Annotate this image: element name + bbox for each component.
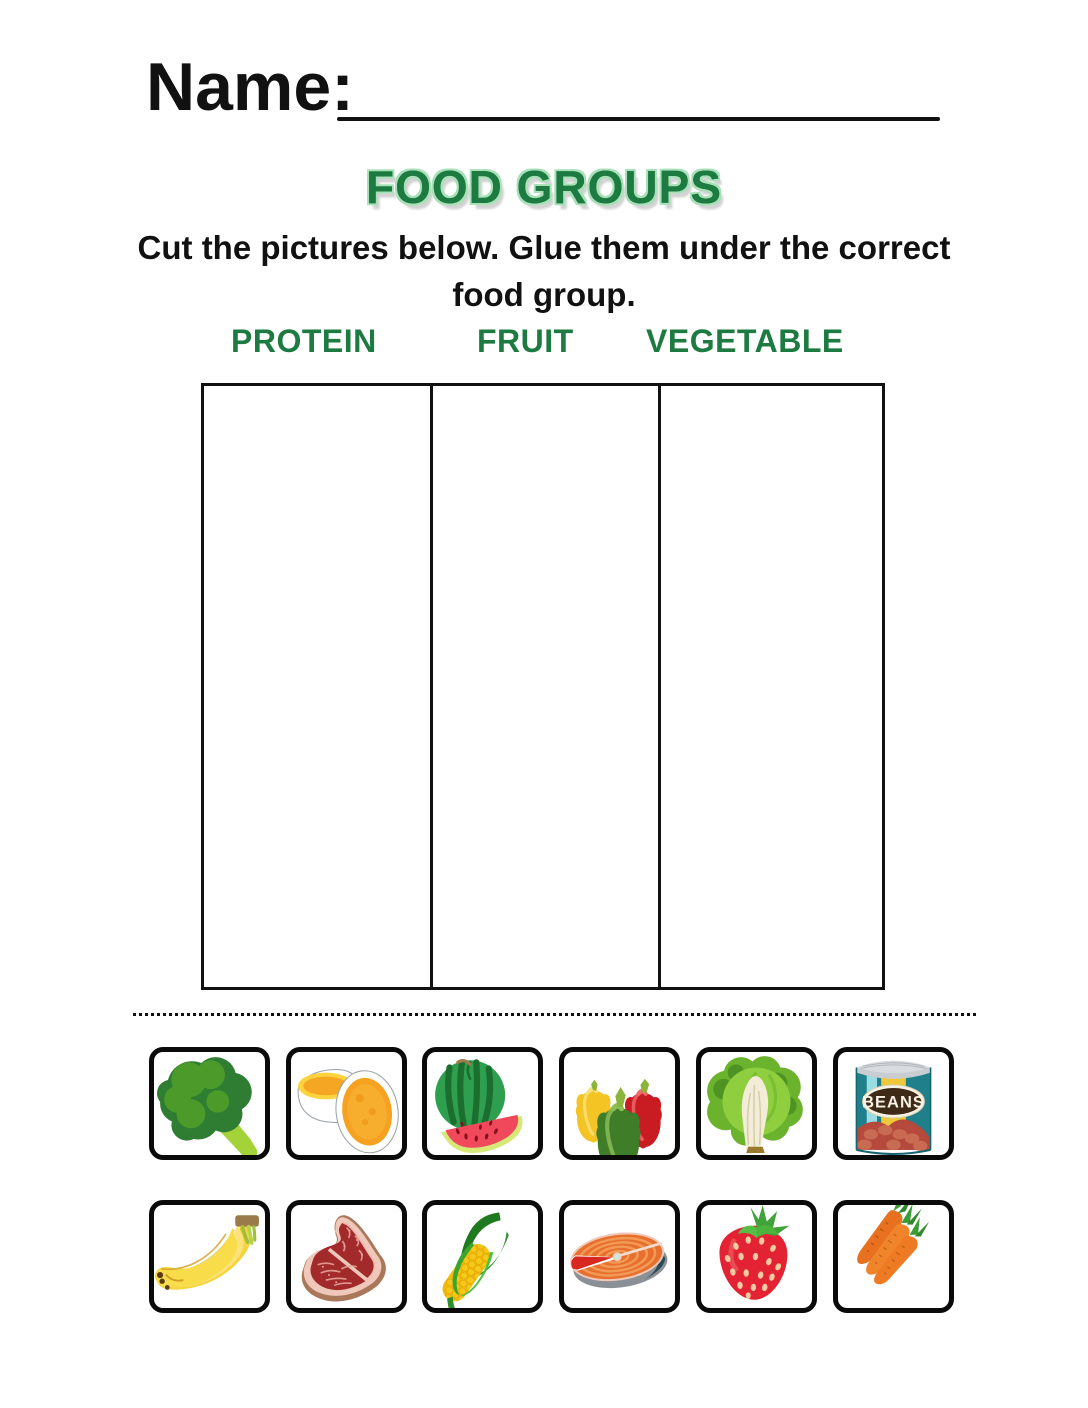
svg-text:BEANS: BEANS bbox=[862, 1094, 925, 1112]
